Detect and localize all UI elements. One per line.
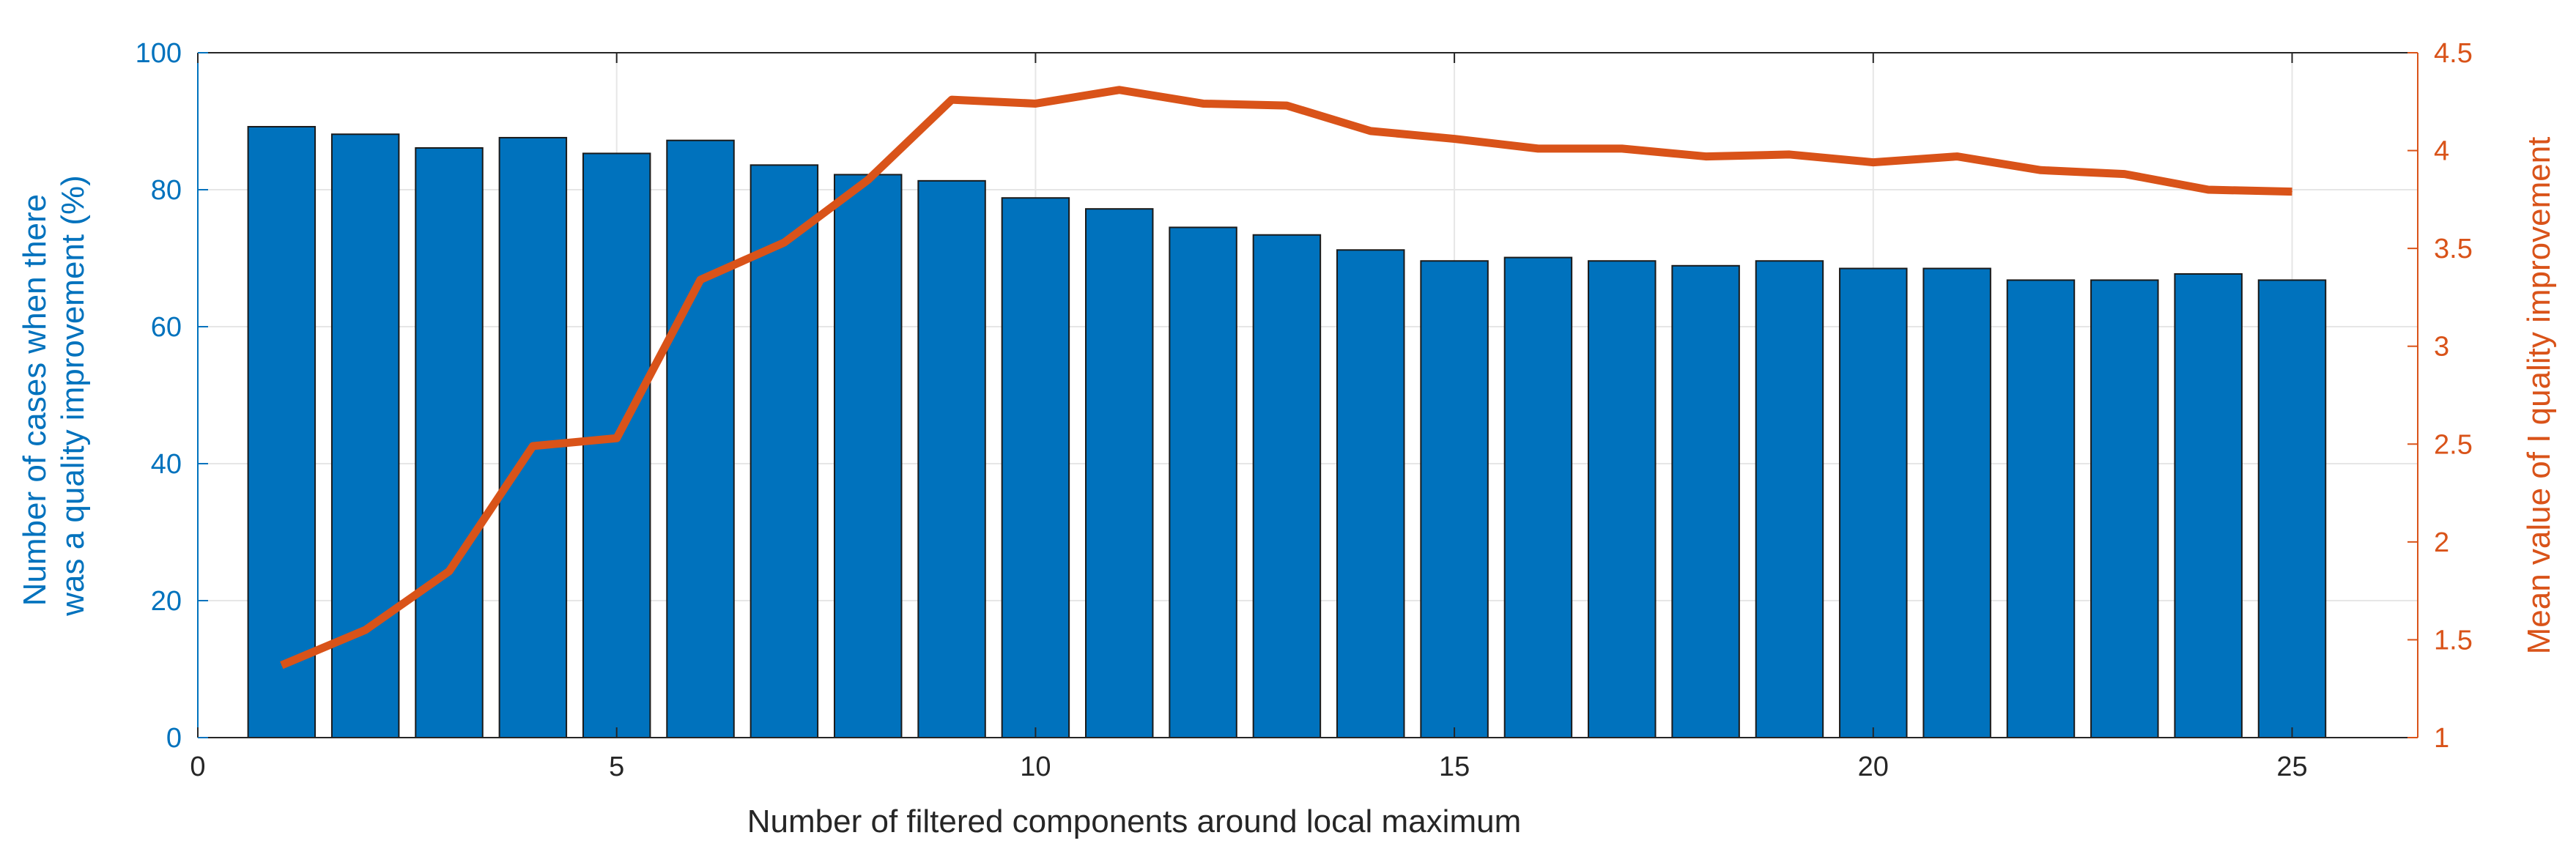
bar — [415, 146, 484, 738]
line-point — [616, 437, 618, 439]
line-point — [365, 629, 366, 631]
left-y-tick-label: 40 — [151, 449, 182, 480]
bar — [1001, 197, 1070, 739]
bar — [1252, 234, 1322, 738]
bar — [1839, 267, 1908, 738]
tick-labels: 0 5 10 15 20 25 0 20 40 60 80 100 1 1.5 2 2.5 3 3.5 4 4.5 — [136, 38, 2473, 782]
right-y-tick-label: 2 — [2434, 527, 2449, 558]
line-point — [1537, 148, 1539, 149]
x-tick-label: 15 — [1439, 752, 1470, 782]
bar — [1169, 226, 1237, 738]
bar — [1085, 208, 1154, 738]
right-y-tick-label: 4.5 — [2434, 38, 2473, 69]
right-y-tick-label: 1 — [2434, 723, 2449, 754]
axes — [197, 52, 2418, 738]
bar — [498, 136, 568, 738]
bar — [247, 125, 317, 739]
line-point — [1621, 148, 1623, 149]
x-tick-label: 0 — [190, 752, 205, 782]
line-point — [783, 242, 785, 243]
left-y-tick-label: 100 — [136, 38, 182, 69]
line-point — [1202, 103, 1204, 104]
line-series — [280, 86, 2292, 669]
left-y-tick-label: 0 — [166, 723, 182, 754]
left-y-tick-label: 80 — [151, 175, 182, 206]
bar — [917, 179, 986, 739]
x-tick-label: 25 — [2276, 752, 2307, 782]
bar — [2257, 279, 2327, 739]
bar — [2090, 279, 2159, 739]
right-y-axis-label: Mean value of I quality improvement — [2521, 137, 2557, 655]
bar — [1755, 260, 1824, 738]
bar — [1336, 249, 1405, 738]
bar — [2006, 279, 2076, 739]
right-y-tick-label: 1.5 — [2434, 625, 2473, 656]
x-tick-label: 5 — [609, 752, 624, 782]
bar — [1671, 264, 1740, 739]
bar-series — [247, 125, 2327, 739]
right-y-tick-label: 3 — [2434, 332, 2449, 363]
bar — [330, 133, 400, 738]
x-axis-label: Number of filtered components around loc… — [747, 804, 1521, 839]
left-y-tick-label: 20 — [151, 586, 182, 617]
left-y-tick-label: 60 — [151, 312, 182, 343]
x-tick-label: 20 — [1858, 752, 1889, 782]
line-point — [1370, 130, 1372, 132]
right-y-tick-label: 4 — [2434, 136, 2449, 167]
line-point — [700, 279, 701, 281]
bar — [1588, 260, 1657, 738]
line-point — [281, 664, 282, 666]
right-y-tick-label: 3.5 — [2434, 234, 2473, 264]
bar — [833, 174, 903, 738]
bar — [582, 152, 651, 738]
bar — [2174, 273, 2243, 738]
bar — [1503, 256, 1573, 738]
right-y-tick-label: 2.5 — [2434, 429, 2473, 460]
bar — [750, 164, 819, 738]
left-y-axis-label-line-1: Number of cases when there — [17, 194, 53, 606]
line-point — [867, 179, 869, 181]
line-point — [1956, 156, 1958, 157]
line-point — [1788, 154, 1790, 155]
x-tick-label: 10 — [1020, 752, 1051, 782]
line-point — [1035, 103, 1036, 104]
left-y-axis-label-line-2: was a quality improvement (%) — [55, 175, 91, 617]
left-y-axis-label: Number of cases when there was a quality… — [17, 175, 91, 617]
bar — [1420, 260, 1489, 738]
line-point — [2040, 169, 2041, 171]
bar — [1922, 267, 1991, 738]
line-point — [1454, 138, 1455, 140]
bar — [666, 139, 735, 738]
